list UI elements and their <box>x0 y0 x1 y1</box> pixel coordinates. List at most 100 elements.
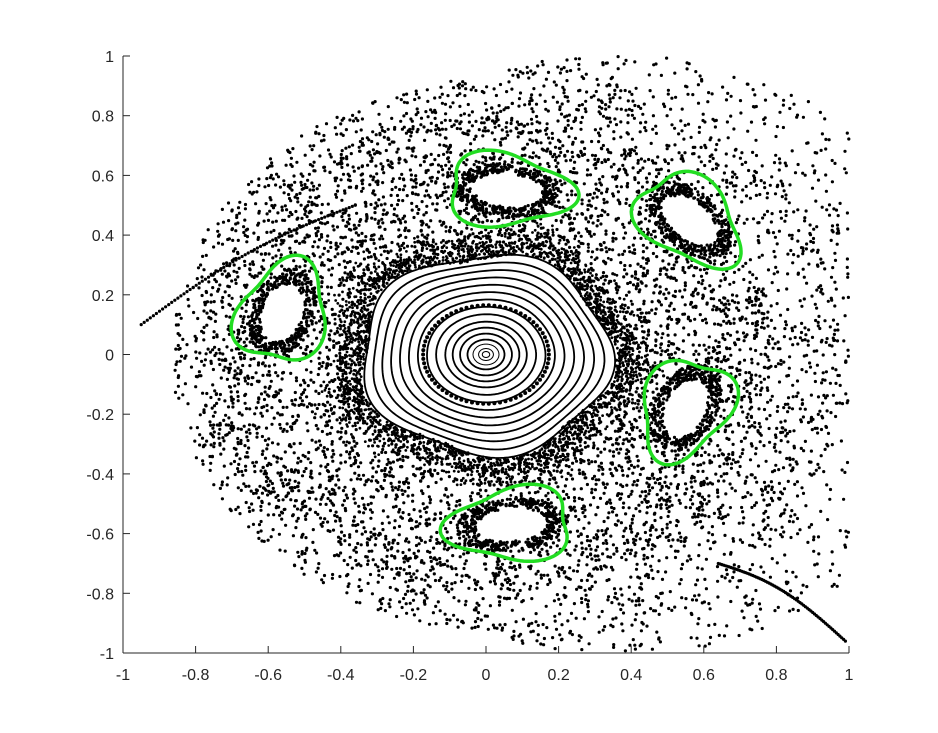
sea-point <box>285 405 289 409</box>
sea-point <box>801 171 805 175</box>
sea-point <box>729 251 733 255</box>
sea-point <box>288 478 292 482</box>
sea-point <box>204 352 208 356</box>
sea-point <box>386 127 390 131</box>
sea-point <box>608 498 612 502</box>
sea-point <box>376 580 380 584</box>
sea-point <box>557 574 561 578</box>
sea-point <box>558 140 562 144</box>
sea-point <box>784 323 789 327</box>
sea-point <box>667 315 672 319</box>
sea-point <box>724 164 728 168</box>
sea-point <box>563 595 567 600</box>
sea-point <box>260 452 264 456</box>
sea-point <box>591 196 595 200</box>
sea-point <box>800 402 804 406</box>
sea-point <box>332 405 337 409</box>
sea-point <box>776 347 781 351</box>
sea-point <box>707 531 711 535</box>
sea-point <box>447 503 451 507</box>
sea-point <box>444 527 448 531</box>
sea-point <box>498 140 502 145</box>
sea-point <box>424 170 428 175</box>
sea-point <box>717 516 721 520</box>
sea-point <box>383 202 387 206</box>
sea-point <box>608 97 612 101</box>
sea-point <box>824 137 828 141</box>
sea-point <box>332 228 336 232</box>
sea-point <box>699 274 704 278</box>
sea-point <box>652 291 656 295</box>
sea-point <box>770 212 774 216</box>
sea-point <box>526 537 530 541</box>
sea-point <box>242 230 246 235</box>
sea-point <box>297 288 302 292</box>
sea-point <box>725 572 729 577</box>
sea-point <box>607 93 611 97</box>
sea-point <box>696 83 701 87</box>
sea-point <box>381 195 385 199</box>
sea-point <box>660 349 664 353</box>
sea-point <box>792 102 796 106</box>
sea-point <box>625 131 629 135</box>
sea-point <box>271 177 275 181</box>
sea-point <box>383 130 387 134</box>
sea-point <box>577 155 581 159</box>
sea-point <box>294 209 298 214</box>
sea-point <box>200 359 204 363</box>
sea-point <box>699 160 703 164</box>
sea-point <box>638 212 643 216</box>
sea-point <box>457 82 462 86</box>
sea-point <box>672 263 676 267</box>
sea-point <box>846 227 850 231</box>
sea-point <box>708 260 712 264</box>
sea-point <box>693 187 697 191</box>
sea-point <box>356 119 360 123</box>
sea-point <box>281 484 286 488</box>
sea-point <box>346 584 350 589</box>
sea-point <box>648 504 653 508</box>
sea-point <box>243 393 247 398</box>
sea-point <box>241 317 245 321</box>
sea-point <box>218 351 222 355</box>
sea-point <box>803 439 808 443</box>
sea-point <box>261 258 265 262</box>
sea-point <box>728 579 732 583</box>
sea-point <box>594 182 598 186</box>
sea-point <box>348 555 352 559</box>
sea-point <box>730 486 734 490</box>
sea-point <box>260 362 265 366</box>
sea-point <box>246 438 250 443</box>
sea-point <box>405 194 409 198</box>
sea-point <box>669 482 673 486</box>
sea-point <box>339 524 343 528</box>
sea-point <box>358 149 362 153</box>
sea-point <box>236 442 240 446</box>
sea-point <box>263 456 268 460</box>
sea-point <box>229 425 233 429</box>
sea-point <box>376 221 380 225</box>
sea-point <box>236 238 240 242</box>
sea-point <box>223 269 227 273</box>
sea-point <box>679 535 683 539</box>
sea-point <box>659 303 664 307</box>
sea-point <box>314 226 318 230</box>
sea-point <box>277 248 281 252</box>
sea-point <box>633 251 637 255</box>
sea-point <box>777 157 782 161</box>
sea-point <box>286 354 291 358</box>
sea-point <box>546 582 550 587</box>
sea-point <box>520 546 524 551</box>
sea-point <box>258 484 262 488</box>
sea-point <box>242 340 246 344</box>
sea-point <box>352 227 357 231</box>
sea-point <box>382 543 386 547</box>
sea-point <box>812 538 816 542</box>
sea-point <box>697 343 702 347</box>
sea-point <box>750 601 754 605</box>
sea-point <box>479 494 483 498</box>
sea-point <box>751 150 755 154</box>
sea-point <box>358 510 362 514</box>
sea-point <box>204 300 208 304</box>
sea-point <box>644 311 649 315</box>
